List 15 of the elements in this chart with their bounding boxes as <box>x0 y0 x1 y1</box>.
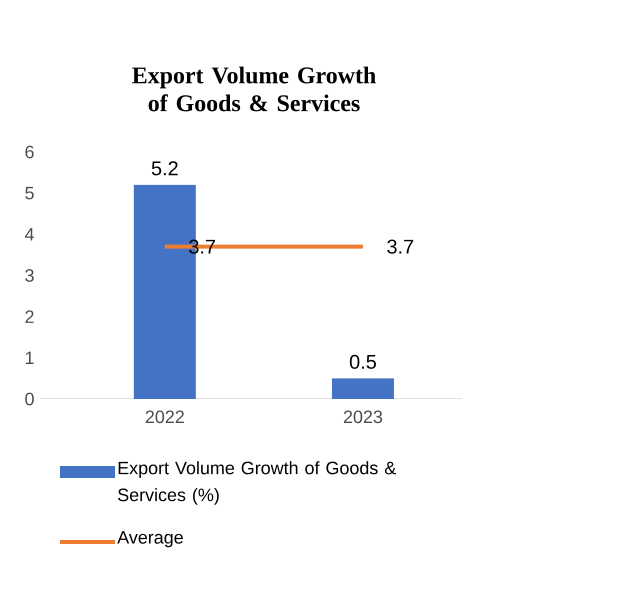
data-label: 5.2 <box>152 161 178 176</box>
x-tick-label: 2023 <box>344 410 382 424</box>
x-tick-label: 2022 <box>146 410 184 424</box>
y-tick-label: 6 <box>25 146 34 158</box>
y-tick-label: 2 <box>25 310 34 323</box>
y-tick-label: 1 <box>26 352 34 364</box>
legend-label: Export Volume Growth of Goods & Services (%) <box>118 461 396 505</box>
y-tick-label: 3 <box>25 269 34 282</box>
data-label: 0.5 <box>350 354 376 369</box>
chart-title: Export Volume Growth of Goods & Services <box>132 66 376 112</box>
data-label: 3.7 <box>387 240 414 254</box>
y-tick-label: 0 <box>25 392 34 406</box>
legend-label: Average <box>117 531 183 548</box>
y-tick-label: 4 <box>24 228 34 240</box>
y-tick-label: 5 <box>25 186 34 200</box>
